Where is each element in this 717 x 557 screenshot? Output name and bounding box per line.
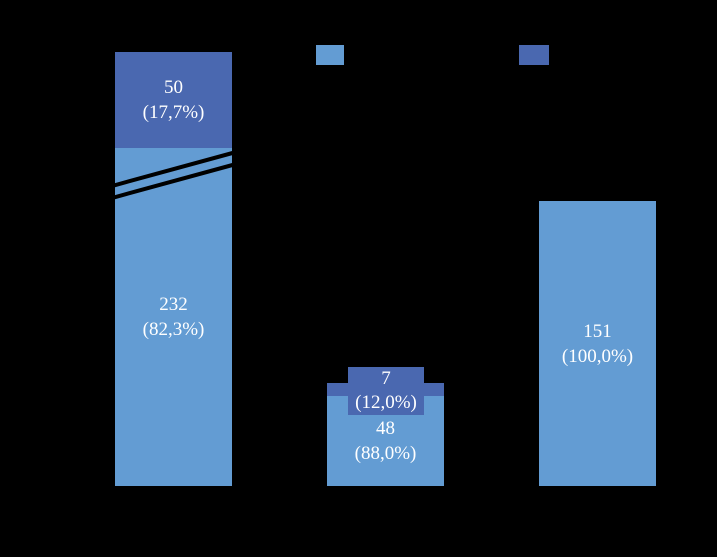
bar3-light-segment: 151 (100,0%)	[539, 201, 656, 486]
bar-group-1: 50 (17,7%) 232 (82,3%)	[115, 52, 232, 486]
percent-line: (17,7%)	[142, 102, 205, 123]
bar2-light-data-label: 48 (88,0%)	[355, 416, 417, 466]
value-line: 232	[159, 294, 188, 315]
value-line: 48	[375, 418, 395, 439]
percent-line: (88,0%)	[354, 443, 417, 464]
percent-line: (12,0%)	[355, 392, 417, 413]
value-line: 151	[583, 320, 612, 342]
percent-line: (82,3%)	[142, 319, 205, 340]
bar2-dark-data-label-box: 7 (12,0%)	[348, 367, 424, 415]
bar-group-3: 151 (100,0%)	[539, 201, 656, 486]
value-line: 7	[381, 368, 391, 389]
bar1-light-data-label: 232 (82,3%)	[143, 292, 205, 342]
bar1-light-segment: 232 (82,3%)	[115, 148, 232, 486]
legend-swatch-dark-blue	[519, 45, 549, 65]
bar-group-2: 48 (88,0%) 7 (12,0%)	[327, 367, 444, 486]
bar2-light-segment: 48 (88,0%)	[327, 396, 444, 486]
bar3-light-data-label: 151 (100,0%)	[562, 319, 633, 369]
bar2-dark-data-label: 7 (12,0%)	[355, 367, 417, 415]
bar1-dark-segment: 50 (17,7%)	[115, 52, 232, 148]
percent-line: (100,0%)	[561, 345, 634, 367]
value-line: 50	[163, 77, 183, 98]
bar1-dark-data-label: 50 (17,7%)	[143, 75, 205, 125]
legend-swatch-light-blue	[316, 45, 344, 65]
